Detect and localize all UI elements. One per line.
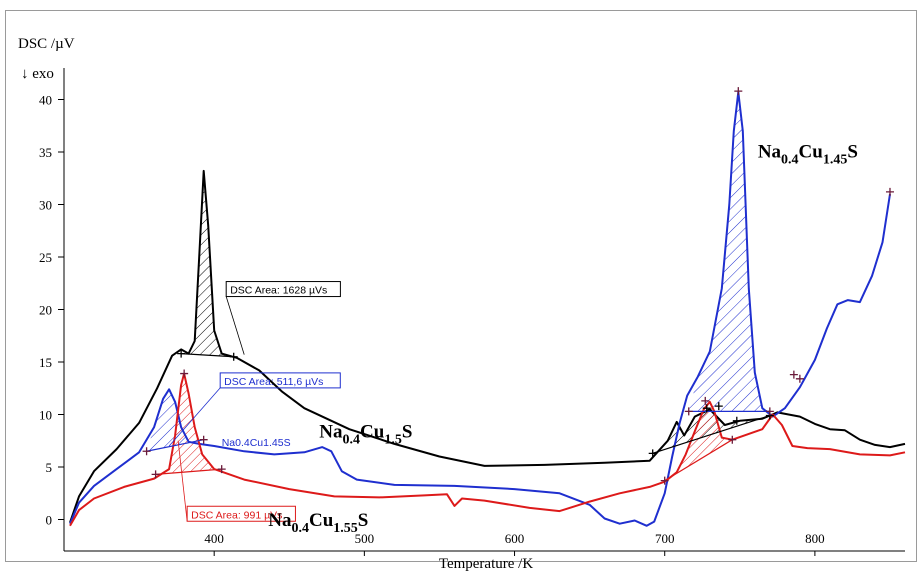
curves	[69, 91, 906, 527]
series-label-part: Cu	[799, 141, 824, 162]
marker-black	[648, 449, 657, 458]
marker-blue	[885, 187, 894, 196]
marker-black	[229, 352, 238, 361]
series-line-red	[69, 372, 906, 527]
series-label-part: Na	[319, 422, 343, 443]
y-tick-label: 25	[39, 250, 52, 265]
y-tick-label: 30	[39, 198, 52, 213]
exo-marker: ↓ exo	[21, 66, 54, 82]
marker-black	[732, 416, 741, 425]
marker-red	[789, 370, 798, 379]
area-leader	[225, 296, 245, 355]
series-label-part: Cu	[309, 510, 334, 531]
y-tick-label: 35	[39, 145, 52, 160]
series-small-label: Na0.4Cu1.45S	[222, 437, 291, 449]
marker-blue	[734, 87, 743, 96]
marker-blue	[199, 435, 208, 444]
marker-blue	[684, 407, 693, 416]
area-label: DSC Area: 1628 µVs	[230, 285, 327, 297]
y-tick-label: 10	[39, 408, 52, 423]
marker-red	[151, 470, 160, 479]
marker-blue	[142, 447, 151, 456]
series-label-blue: Na0.4Cu1.45S	[758, 141, 858, 167]
x-tick-label: 700	[655, 531, 675, 546]
area-baseline-2	[155, 468, 222, 475]
marker-red	[660, 476, 669, 485]
area-hatch-1	[146, 389, 204, 452]
series-line-black	[69, 169, 906, 523]
area-label: DSC Area: 511,6 µVs	[224, 376, 323, 388]
area-baseline-1	[146, 439, 204, 452]
series-label-part: 0.4	[291, 521, 309, 536]
marker-blue	[795, 374, 804, 383]
series-label-part: S	[358, 510, 369, 531]
area-leader	[168, 387, 221, 447]
x-tick-label: 600	[505, 531, 525, 546]
area-label-box	[219, 372, 341, 389]
marker-red	[217, 465, 226, 474]
series-label-part: S	[847, 141, 858, 162]
series-line-blue	[69, 91, 891, 527]
markers	[142, 87, 894, 485]
marker-red	[180, 369, 189, 378]
series-label-black: Na0.4Cu1.5S	[319, 422, 412, 448]
y-tick-label: 5	[46, 460, 53, 475]
marker-red	[701, 396, 710, 405]
marker-black	[702, 404, 711, 413]
area-baseline-5	[664, 439, 733, 482]
area-hatch-3	[688, 92, 770, 412]
x-tick-label: 800	[805, 531, 825, 546]
series-label-part: Na	[268, 510, 292, 531]
series-label-part: 1.5	[384, 433, 402, 448]
series-label-part: 1.45	[823, 152, 848, 167]
series-label-part: 1.55	[333, 521, 358, 536]
area-hatch-0	[181, 170, 234, 357]
series-label-part: S	[402, 422, 413, 443]
area-label: DSC Area: 991 µVs	[191, 509, 282, 521]
area-leader	[177, 440, 188, 522]
series-label-part: Cu	[360, 422, 385, 443]
area-leader-lines	[168, 296, 245, 522]
area-baseline-0	[181, 353, 234, 358]
chart-frame	[5, 10, 917, 562]
area-hatch-5	[664, 401, 733, 481]
x-tick-label: 400	[204, 531, 224, 546]
series-label-part: Na	[758, 141, 782, 162]
series-label-red: Na0.4Cu1.55S	[268, 510, 368, 536]
series-label-part: 0.4	[781, 152, 799, 167]
marker-blue	[765, 407, 774, 416]
y-axis-title: DSC /µV	[18, 36, 75, 52]
area-baseline-4	[652, 414, 771, 454]
marker-black	[177, 349, 186, 358]
x-axis-title: Temperature /K	[439, 556, 533, 571]
y-tick-label: 40	[39, 93, 52, 108]
y-tick-label: 0	[46, 513, 53, 528]
marker-red	[728, 435, 737, 444]
marker-black	[714, 402, 723, 411]
series-label-part: 0.4	[343, 433, 361, 448]
area-label-box	[186, 505, 296, 522]
y-tick-label: 15	[39, 355, 52, 370]
x-tick-label: 500	[355, 531, 375, 546]
integration-baselines	[146, 353, 771, 482]
y-tick-label: 20	[39, 303, 52, 318]
area-label-box	[225, 281, 341, 298]
